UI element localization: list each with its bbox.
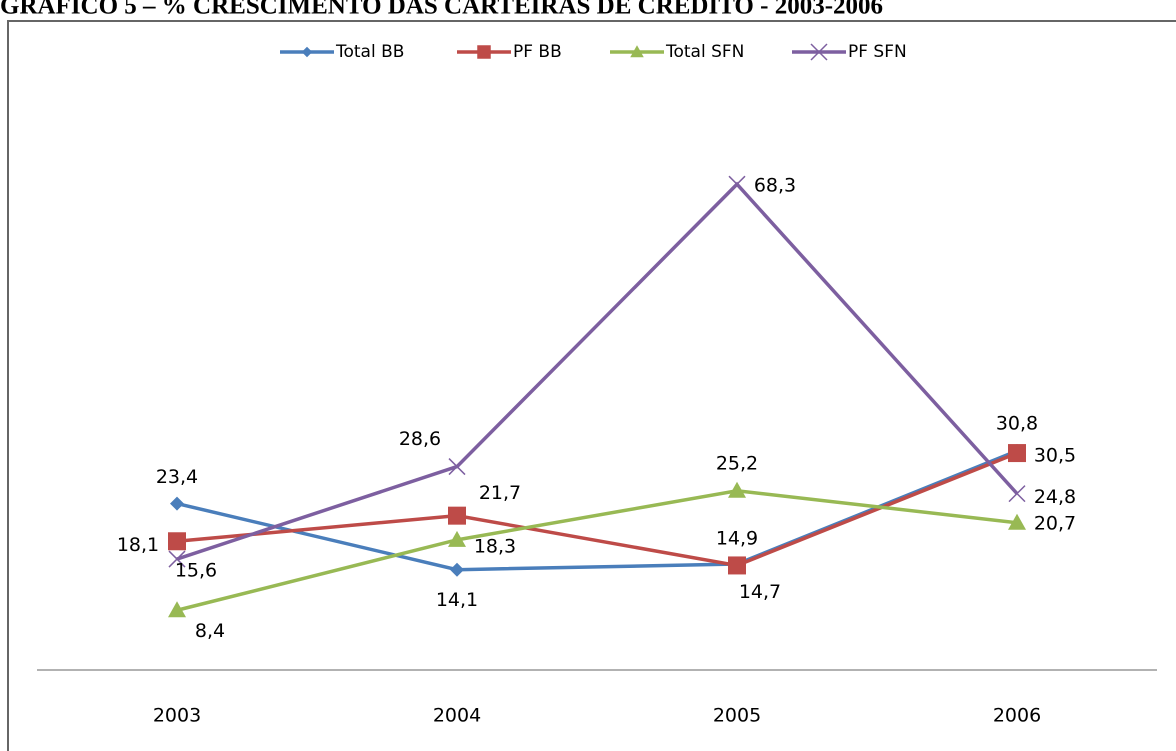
x-tick-label: 2006: [993, 705, 1041, 727]
legend-marker: [301, 46, 313, 58]
data-label: 14,9: [716, 528, 758, 550]
point: [728, 556, 746, 575]
data-label: 8,4: [195, 620, 225, 642]
x-tick-label: 2003: [153, 705, 201, 727]
data-label: 14,7: [739, 581, 781, 603]
data-label: 14,1: [436, 589, 478, 611]
x-tick-label: 2004: [433, 705, 481, 727]
legend-label: Total BB: [335, 42, 404, 62]
point: [728, 175, 746, 193]
legend-marker: [810, 43, 828, 61]
data-label: 18,1: [117, 534, 159, 556]
point: [448, 530, 466, 547]
point: [1008, 485, 1026, 503]
data-label: 30,5: [1034, 445, 1076, 467]
legend-label: PF SFN: [848, 42, 907, 62]
point: [168, 601, 186, 618]
point: [448, 458, 466, 476]
data-label: 30,8: [996, 412, 1038, 434]
series-line: [176, 181, 1019, 561]
point: [448, 506, 466, 525]
data-label: 18,3: [474, 535, 516, 557]
point: [168, 532, 186, 551]
data-label: 24,8: [1034, 486, 1076, 508]
point: [1008, 444, 1026, 463]
x-tick-label: 2005: [713, 705, 761, 727]
point: [168, 550, 186, 568]
data-label: 23,4: [156, 466, 198, 488]
series-line: [176, 488, 1018, 612]
chart-frame: [7, 20, 1176, 751]
data-label: 25,2: [716, 452, 758, 474]
legend-marker: [477, 45, 491, 59]
data-label: 15,6: [175, 560, 217, 582]
point: [1008, 513, 1026, 530]
chart-title: GRÁFICO 5 – % CRESCIMENTO DAS CARTEIRAS …: [0, 0, 883, 20]
data-label: 21,7: [479, 482, 521, 504]
data-label: 28,6: [399, 428, 441, 450]
series-line: [176, 449, 1018, 572]
data-label: 20,7: [1034, 512, 1076, 534]
legend-label: Total SFN: [665, 42, 744, 62]
series-line: [176, 451, 1018, 568]
legend-label: PF BB: [513, 42, 562, 62]
point: [728, 481, 746, 498]
legend-marker: [630, 45, 644, 58]
data-label: 68,3: [754, 175, 796, 197]
point: [170, 496, 184, 511]
point: [450, 562, 464, 577]
